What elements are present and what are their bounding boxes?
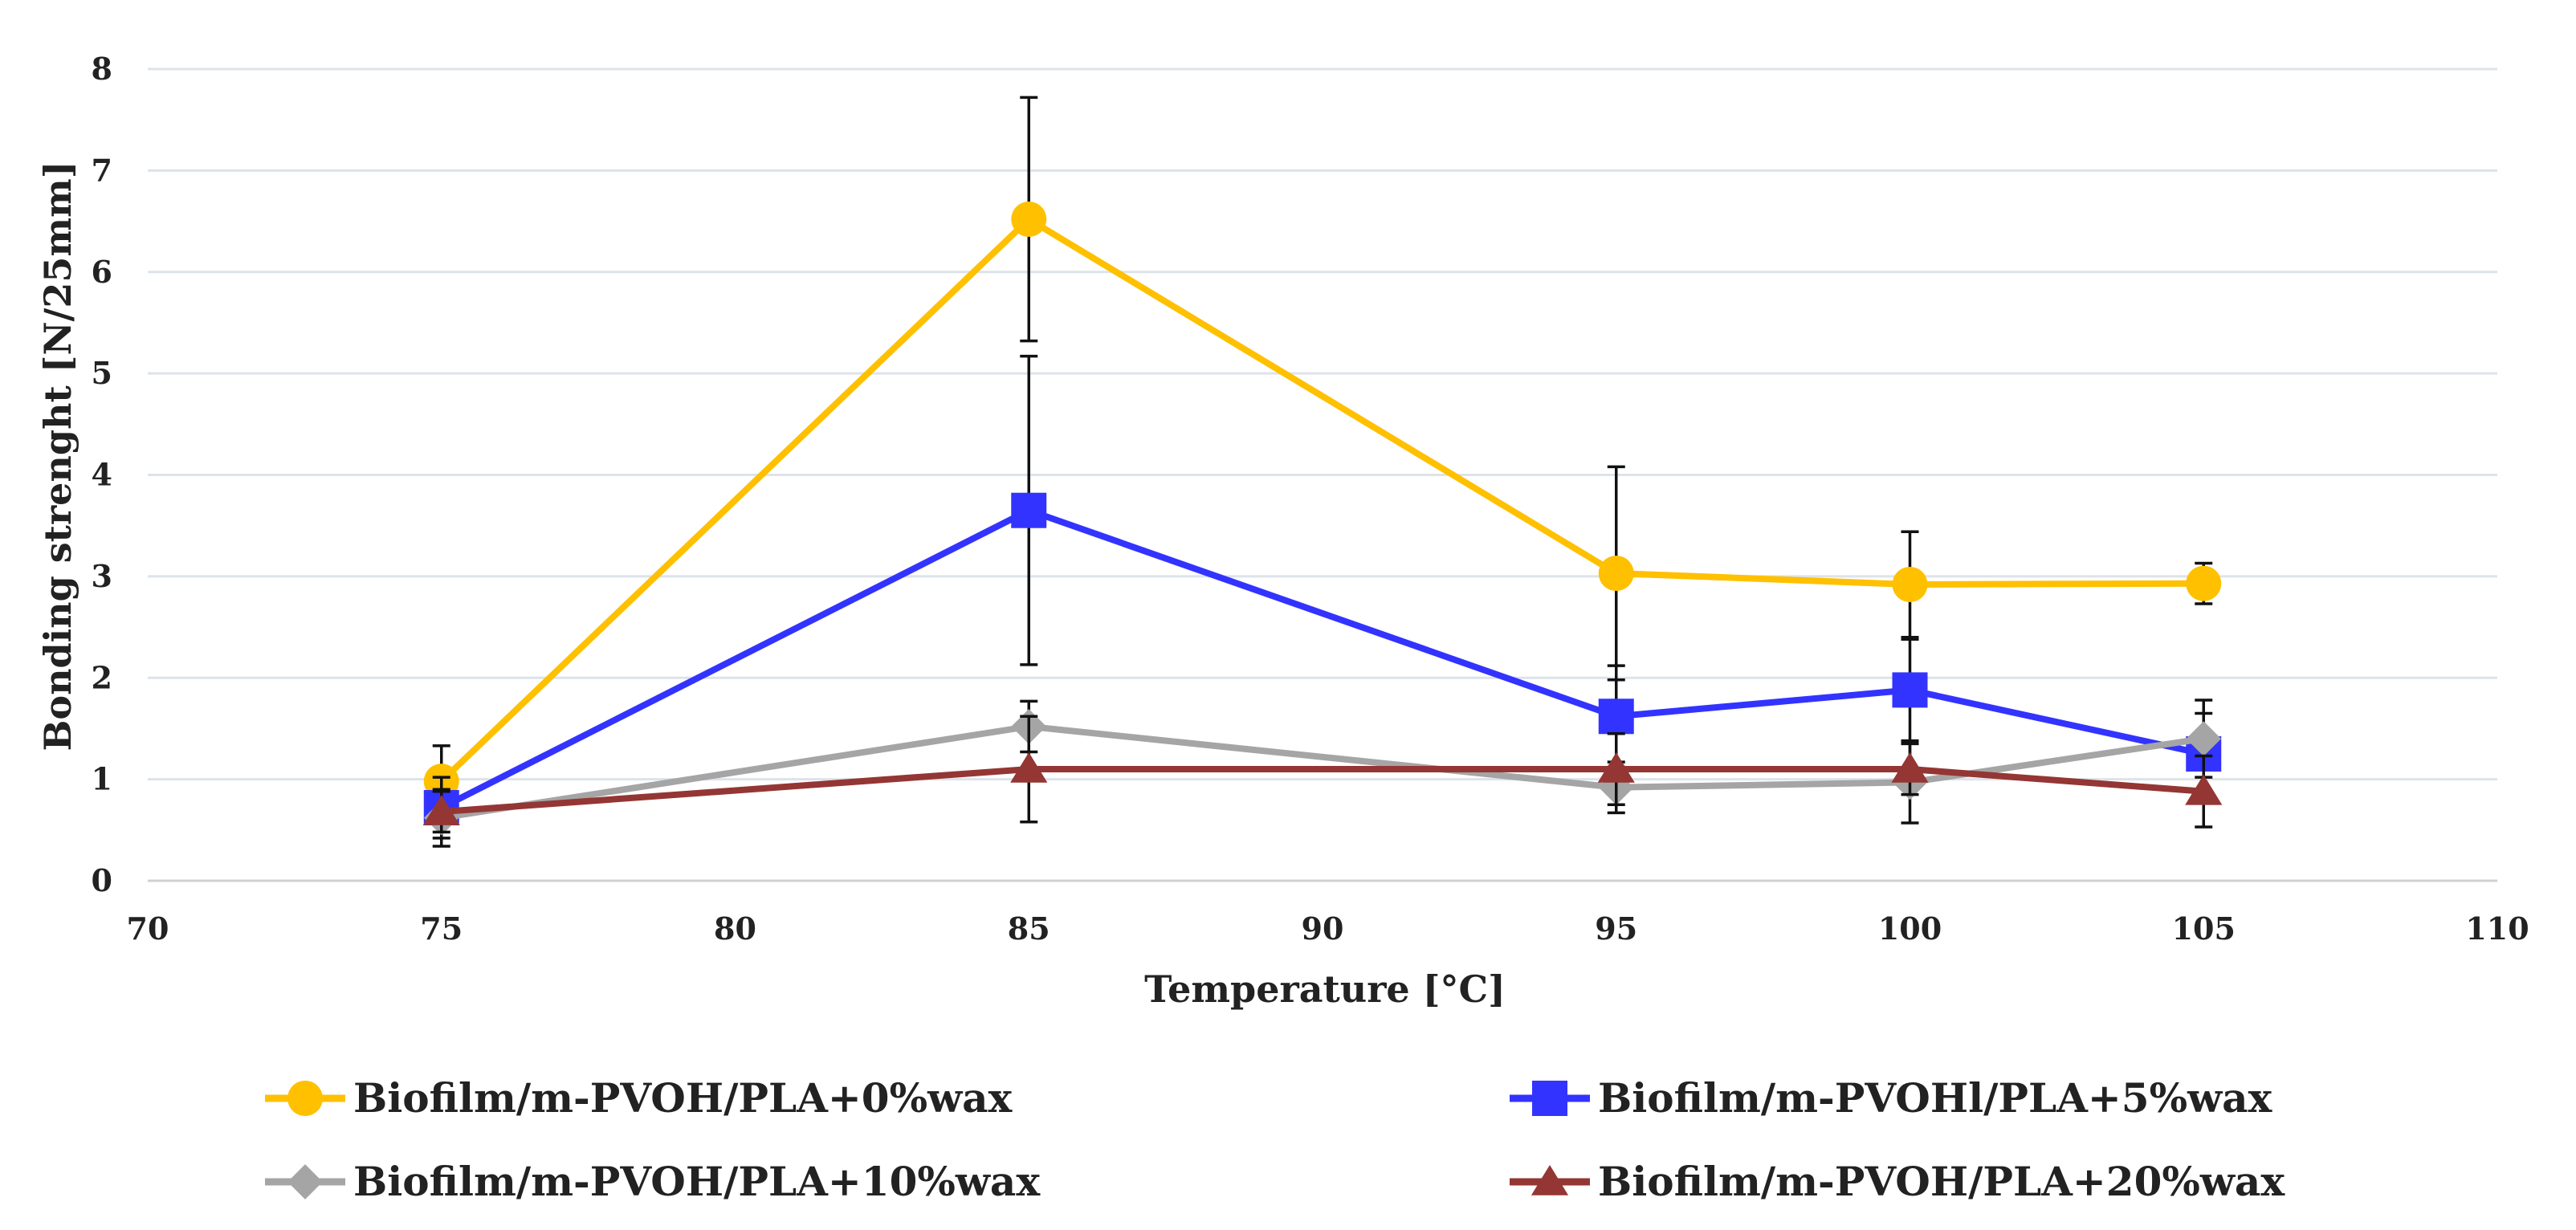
axes: 0 1 2 3 4 5 6 7 8 70 75 80 85 90 95 100 105 110 — [92, 51, 2529, 947]
x-tick-label: 85 — [1008, 910, 1050, 947]
y-tick-label: 7 — [92, 152, 112, 188]
data-point — [1892, 566, 1928, 602]
x-axis-title: Temperature [°C] — [1144, 967, 1506, 1011]
legend-label: Biofilm/m-PVOHl/PLA+5%wax — [1598, 1074, 2273, 1122]
legend-item: Biofilm/m-PVOH/PLA+0%wax — [265, 1074, 1013, 1122]
legend-item: Biofilm/m-PVOHl/PLA+5%wax — [1510, 1074, 2273, 1122]
x-tick-label: 90 — [1302, 910, 1344, 947]
data-point — [1011, 492, 1047, 528]
x-tick-label: 100 — [1878, 910, 1942, 947]
data-point — [2186, 565, 2222, 601]
y-tick-label: 5 — [92, 355, 112, 391]
y-tick-label: 6 — [92, 254, 112, 290]
y-tick-label: 2 — [92, 659, 112, 695]
data-point — [422, 795, 460, 825]
data-point — [1011, 202, 1047, 238]
legend-label: Biofilm/m-PVOH/PLA+20%wax — [1598, 1158, 2285, 1205]
data-point — [2185, 774, 2223, 805]
y-tick-label: 4 — [92, 457, 112, 493]
x-tick-label: 80 — [714, 910, 756, 947]
legend-item: Biofilm/m-PVOH/PLA+10%wax — [265, 1158, 1041, 1205]
data-point — [1010, 751, 1048, 783]
legend: Biofilm/m-PVOH/PLA+0%wax Biofilm/m-PVOHl/… — [265, 1074, 2285, 1205]
y-axis-title: Bonding strenght [N/25mm] — [36, 161, 79, 751]
x-tick-label: 105 — [2172, 910, 2236, 947]
y-tick-label: 0 — [92, 862, 112, 898]
y-tick-label: 8 — [92, 51, 112, 87]
grid-lines — [148, 67, 2497, 882]
data-point — [1598, 556, 1634, 592]
data-point — [1597, 751, 1635, 783]
x-tick-label: 110 — [2465, 910, 2529, 947]
x-tick-label: 95 — [1595, 910, 1637, 947]
legend-marker — [287, 1164, 323, 1199]
legend-label: Biofilm/m-PVOH/PLA+10%wax — [353, 1158, 1041, 1205]
y-tick-label: 3 — [92, 558, 112, 594]
x-tick-label: 70 — [127, 910, 169, 947]
x-tick-label: 75 — [420, 910, 463, 947]
data-point — [1892, 672, 1928, 708]
plot-area — [422, 96, 2223, 848]
legend-label: Biofilm/m-PVOH/PLA+0%wax — [353, 1074, 1013, 1122]
y-tick-label: 1 — [92, 761, 112, 797]
legend-marker — [1532, 1081, 1567, 1116]
legend-marker — [1531, 1165, 1569, 1195]
legend-marker — [287, 1081, 323, 1116]
data-point — [2186, 721, 2222, 756]
data-point — [1598, 698, 1634, 735]
legend-item: Biofilm/m-PVOH/PLA+20%wax — [1510, 1158, 2285, 1205]
data-point — [1891, 751, 1929, 783]
series-4 — [422, 715, 2223, 834]
